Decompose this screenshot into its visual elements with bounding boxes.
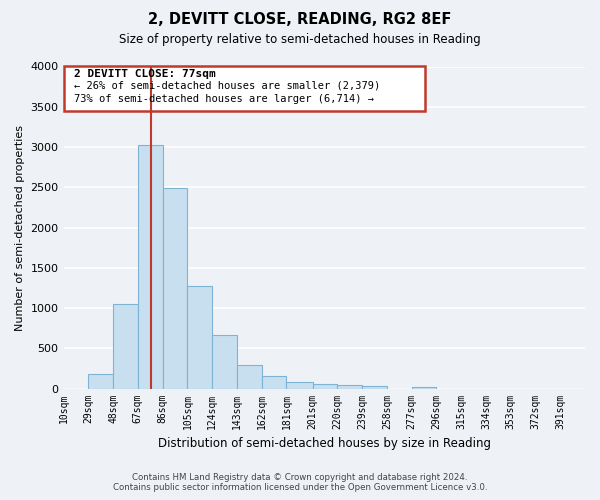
Text: 2, DEVITT CLOSE, READING, RG2 8EF: 2, DEVITT CLOSE, READING, RG2 8EF xyxy=(148,12,452,28)
Bar xyxy=(212,336,237,388)
Text: Size of property relative to semi-detached houses in Reading: Size of property relative to semi-detach… xyxy=(119,32,481,46)
Bar xyxy=(138,145,163,388)
Bar xyxy=(113,304,138,388)
Bar xyxy=(313,384,337,388)
Bar xyxy=(262,376,286,388)
Text: 2 DEVITT CLOSE: 77sqm: 2 DEVITT CLOSE: 77sqm xyxy=(74,70,216,80)
X-axis label: Distribution of semi-detached houses by size in Reading: Distribution of semi-detached houses by … xyxy=(158,437,491,450)
Bar xyxy=(187,286,212,388)
Bar xyxy=(163,188,187,388)
Bar xyxy=(286,382,313,388)
Bar xyxy=(64,66,425,111)
Bar xyxy=(88,374,113,388)
Text: Contains HM Land Registry data © Crown copyright and database right 2024.
Contai: Contains HM Land Registry data © Crown c… xyxy=(113,473,487,492)
Bar xyxy=(337,386,362,388)
Text: ← 26% of semi-detached houses are smaller (2,379): ← 26% of semi-detached houses are smalle… xyxy=(74,81,380,91)
Bar xyxy=(362,386,387,388)
Y-axis label: Number of semi-detached properties: Number of semi-detached properties xyxy=(15,124,25,330)
Bar xyxy=(412,386,436,388)
Text: 73% of semi-detached houses are larger (6,714) →: 73% of semi-detached houses are larger (… xyxy=(74,94,374,104)
Bar xyxy=(237,365,262,388)
